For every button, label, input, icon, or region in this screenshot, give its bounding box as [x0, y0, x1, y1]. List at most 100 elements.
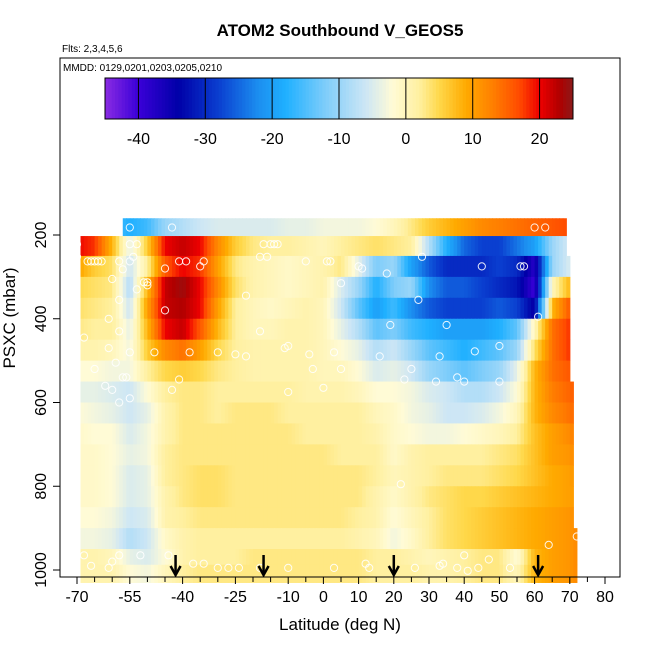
- heatmap-cell: [189, 486, 194, 508]
- heatmap-cell: [562, 486, 567, 508]
- heatmap-cell: [256, 528, 261, 550]
- heatmap-cell: [390, 444, 395, 466]
- heatmap-cell: [87, 318, 92, 341]
- heatmap-cell: [80, 528, 85, 550]
- heatmap-cell: [281, 381, 286, 403]
- heatmap-cell: [358, 486, 363, 508]
- heatmap-cell: [348, 402, 353, 424]
- heatmap-cell: [291, 465, 296, 487]
- heatmap-cell: [175, 339, 180, 362]
- heatmap-cell: [372, 507, 377, 529]
- heatmap-cell: [235, 486, 240, 508]
- heatmap-cell: [421, 423, 427, 445]
- heatmap-cell: [386, 276, 391, 299]
- heatmap-cell: [238, 236, 244, 257]
- heatmap-cell: [87, 507, 92, 529]
- heatmap-cell: [98, 381, 103, 403]
- heatmap-cell: [383, 528, 388, 550]
- heatmap-cell: [446, 507, 451, 529]
- heatmap-cell: [193, 402, 198, 424]
- heatmap-cell: [446, 549, 451, 566]
- colorbar-segment: [429, 78, 434, 119]
- heatmap-cell: [228, 297, 233, 320]
- heatmap-cell: [263, 381, 268, 403]
- sample-point: [104, 563, 113, 573]
- heatmap-cell: [481, 339, 486, 362]
- heatmap-cell: [224, 297, 229, 320]
- heatmap-cell: [193, 465, 198, 487]
- sample-point: [122, 373, 131, 382]
- heatmap-cell: [253, 276, 258, 299]
- heatmap-cell: [189, 297, 194, 320]
- heatmap-cell: [485, 507, 490, 529]
- heatmap-cell: [446, 276, 451, 299]
- heatmap-cell: [562, 423, 567, 445]
- heatmap-cell: [524, 486, 529, 508]
- colorbar-segment: [536, 78, 541, 119]
- heatmap-cell: [270, 486, 275, 508]
- sample-point: [460, 377, 469, 386]
- heatmap-cell: [531, 564, 536, 583]
- heatmap-cell: [541, 218, 546, 237]
- heatmap-cell: [256, 444, 261, 466]
- heatmap-cell: [228, 360, 233, 382]
- heatmap-cell: [369, 255, 374, 278]
- heatmap-cell: [305, 276, 310, 299]
- heatmap-cell: [379, 507, 384, 529]
- heatmap-cell: [372, 528, 377, 550]
- heatmap-cell: [531, 381, 536, 403]
- colorbar-segment: [335, 78, 340, 119]
- heatmap-cell: [217, 465, 222, 487]
- heatmap-cell: [531, 218, 536, 237]
- heatmap-cell: [538, 236, 543, 257]
- heatmap-cell: [316, 360, 321, 382]
- heatmap-cell: [495, 444, 500, 466]
- heatmap-cell: [524, 360, 529, 382]
- heatmap-cell: [566, 297, 571, 320]
- heatmap-cell: [133, 255, 138, 278]
- heatmap-cell: [221, 381, 226, 403]
- heatmap-cell: [133, 444, 138, 466]
- heatmap-cell: [80, 444, 85, 466]
- heatmap-cell: [485, 360, 490, 382]
- heatmap-cell: [179, 297, 184, 320]
- heatmap-cell: [161, 507, 166, 529]
- heatmap-cell: [400, 528, 405, 550]
- heatmap-cell: [298, 218, 303, 237]
- heatmap-cell: [443, 423, 448, 445]
- heatmap-cell: [464, 218, 469, 237]
- heatmap-cell: [506, 339, 511, 362]
- heatmap-cell: [305, 528, 310, 550]
- heatmap-cell: [288, 549, 293, 566]
- heatmap-cell: [566, 381, 571, 403]
- colorbar-segment: [405, 78, 410, 119]
- heatmap-cell: [133, 218, 138, 237]
- heatmap-cell: [249, 297, 254, 320]
- heatmap-cell: [274, 381, 279, 403]
- heatmap-cell: [460, 528, 465, 550]
- sample-point: [308, 364, 317, 374]
- heatmap-cell: [105, 360, 110, 382]
- heatmap-cell: [94, 402, 99, 424]
- heatmap-cell: [411, 297, 416, 320]
- heatmap-cell: [492, 381, 497, 403]
- heatmap-cell: [555, 465, 560, 487]
- heatmap-cell: [509, 486, 515, 508]
- colorbar-segment: [208, 78, 213, 119]
- heatmap-cell: [541, 381, 546, 403]
- heatmap-cell: [295, 444, 300, 466]
- heatmap-cell: [400, 255, 405, 278]
- heatmap-cell: [221, 218, 226, 237]
- sample-point: [319, 383, 328, 392]
- heatmap-cell: [358, 465, 363, 487]
- heatmap-cell: [481, 486, 486, 508]
- heatmap-cell: [330, 444, 335, 466]
- heatmap-cell: [453, 381, 458, 403]
- heatmap-cell: [175, 564, 180, 583]
- heatmap-cell: [573, 564, 578, 583]
- heatmap-cell: [397, 507, 402, 529]
- heatmap-cell: [84, 444, 89, 466]
- heatmap-cell: [499, 318, 504, 341]
- heatmap-cell: [270, 549, 275, 566]
- heatmap-cell: [165, 276, 170, 299]
